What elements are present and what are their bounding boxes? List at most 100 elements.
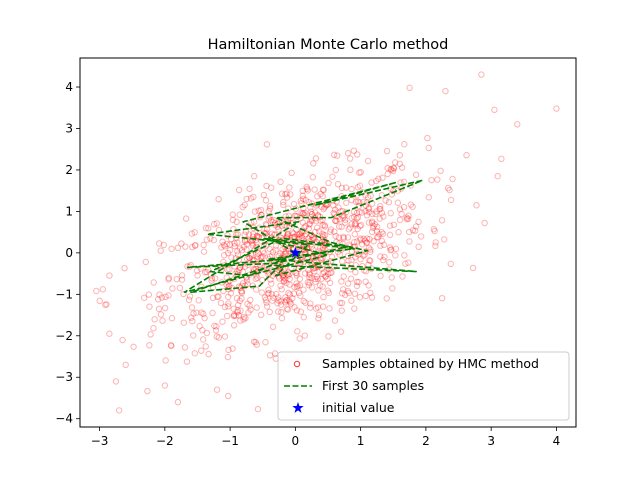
sample-point bbox=[263, 229, 270, 236]
sample-point bbox=[285, 245, 293, 253]
sample-point bbox=[362, 191, 369, 199]
sample-point bbox=[356, 182, 364, 189]
sample-point bbox=[281, 277, 288, 285]
sample-point bbox=[378, 229, 385, 236]
sample-point bbox=[278, 314, 286, 322]
sample-point bbox=[311, 275, 319, 283]
sample-point bbox=[330, 151, 338, 159]
sample-point bbox=[266, 308, 273, 316]
sample-point bbox=[463, 152, 470, 159]
legend-first-samples-label: First 30 samples bbox=[322, 378, 424, 393]
sample-point bbox=[255, 207, 262, 214]
sample-point bbox=[406, 238, 413, 245]
sample-point bbox=[319, 303, 327, 310]
legend: Samples obtained by HMC method First 30 … bbox=[277, 351, 570, 421]
sample-point bbox=[327, 269, 334, 277]
sample-point bbox=[310, 246, 317, 253]
sample-point bbox=[186, 293, 194, 300]
sample-point bbox=[339, 290, 346, 297]
sample-point bbox=[189, 243, 196, 251]
sample-point bbox=[348, 220, 355, 228]
sample-point bbox=[202, 343, 209, 350]
sample-point bbox=[215, 293, 222, 300]
sample-point bbox=[362, 267, 370, 275]
sample-point bbox=[223, 240, 231, 248]
sample-point bbox=[320, 269, 328, 276]
sample-point bbox=[209, 309, 216, 317]
x-axis: −3 −2 −1 0 1 2 3 4 bbox=[91, 427, 560, 448]
sample-point bbox=[396, 206, 404, 213]
sample-point bbox=[351, 239, 358, 246]
sample-point bbox=[285, 289, 292, 297]
sample-point bbox=[165, 292, 172, 299]
sample-point bbox=[150, 325, 157, 332]
sample-point bbox=[265, 286, 272, 294]
sample-point bbox=[376, 206, 383, 213]
sample-point bbox=[291, 304, 298, 311]
sample-point bbox=[514, 121, 521, 128]
sample-point bbox=[373, 208, 380, 215]
sample-point bbox=[312, 217, 320, 225]
sample-point bbox=[266, 245, 273, 253]
sample-point bbox=[355, 251, 362, 258]
sample-point bbox=[481, 219, 488, 227]
sample-point bbox=[434, 176, 441, 183]
sample-point bbox=[237, 317, 244, 324]
sample-point bbox=[347, 275, 355, 282]
sample-point bbox=[169, 285, 176, 292]
sample-point bbox=[469, 264, 477, 272]
sample-point bbox=[317, 190, 324, 198]
sample-point bbox=[272, 242, 280, 249]
sample-point bbox=[282, 297, 290, 304]
sample-point bbox=[340, 286, 347, 293]
sample-point bbox=[262, 339, 269, 346]
sample-point bbox=[315, 228, 323, 235]
sample-point bbox=[284, 230, 292, 237]
sample-point bbox=[319, 283, 326, 290]
sample-point bbox=[290, 244, 297, 252]
sample-point bbox=[275, 226, 282, 233]
sample-point bbox=[353, 246, 360, 254]
sample-point bbox=[327, 228, 334, 235]
sample-point bbox=[283, 194, 291, 201]
sample-point bbox=[357, 168, 364, 176]
sample-point bbox=[246, 302, 253, 310]
sample-point bbox=[225, 300, 232, 307]
sample-point bbox=[312, 155, 320, 162]
sample-point bbox=[357, 256, 364, 263]
sample-point bbox=[322, 272, 329, 280]
sample-point bbox=[229, 211, 236, 218]
sample-point bbox=[351, 231, 359, 238]
sample-point bbox=[240, 316, 247, 323]
sample-point bbox=[425, 144, 432, 152]
sample-point bbox=[259, 253, 267, 260]
sample-point bbox=[151, 316, 158, 323]
sample-point bbox=[343, 199, 350, 206]
sample-point bbox=[308, 274, 315, 281]
sample-point bbox=[178, 276, 186, 283]
legend-initial-star bbox=[292, 402, 304, 413]
sample-point bbox=[386, 222, 394, 229]
sample-point bbox=[213, 386, 221, 393]
sample-point bbox=[383, 295, 390, 302]
sample-point bbox=[331, 228, 338, 235]
sample-point bbox=[219, 318, 226, 325]
sample-point bbox=[271, 220, 279, 227]
sample-point bbox=[285, 205, 292, 212]
sample-point bbox=[360, 235, 367, 243]
sample-point bbox=[245, 231, 253, 238]
sample-point bbox=[376, 231, 383, 238]
sample-point bbox=[267, 276, 274, 283]
y-tick-label: −2 bbox=[55, 329, 73, 343]
sample-point bbox=[273, 290, 280, 298]
sample-point bbox=[320, 186, 327, 194]
initial-value-star bbox=[289, 246, 302, 258]
sample-point bbox=[370, 222, 377, 230]
sample-point bbox=[405, 212, 412, 220]
sample-point bbox=[302, 196, 310, 204]
sample-point bbox=[299, 192, 306, 199]
sample-point bbox=[313, 224, 321, 231]
sample-point bbox=[375, 175, 382, 183]
sample-point bbox=[199, 327, 206, 334]
sample-point bbox=[263, 225, 271, 233]
